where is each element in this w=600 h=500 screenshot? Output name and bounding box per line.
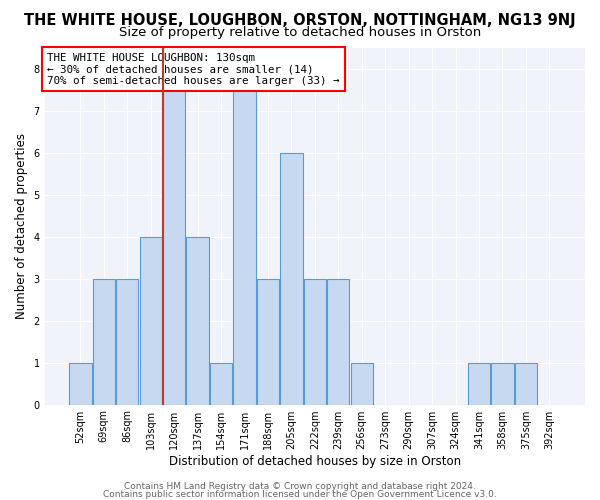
Bar	[163, 68, 185, 404]
Bar	[468, 362, 490, 405]
Bar	[187, 236, 209, 404]
Text: THE WHITE HOUSE LOUGHBON: 130sqm
← 30% of detached houses are smaller (14)
70% o: THE WHITE HOUSE LOUGHBON: 130sqm ← 30% o…	[47, 53, 340, 86]
Bar	[140, 236, 162, 404]
Bar	[257, 278, 279, 404]
Bar	[280, 152, 302, 404]
Text: Contains HM Land Registry data © Crown copyright and database right 2024.: Contains HM Land Registry data © Crown c…	[124, 482, 476, 491]
Bar	[233, 68, 256, 404]
Bar	[515, 362, 537, 405]
Bar	[327, 278, 349, 404]
Bar	[304, 278, 326, 404]
Bar	[350, 362, 373, 405]
Bar	[210, 362, 232, 405]
Text: THE WHITE HOUSE, LOUGHBON, ORSTON, NOTTINGHAM, NG13 9NJ: THE WHITE HOUSE, LOUGHBON, ORSTON, NOTTI…	[24, 12, 576, 28]
Y-axis label: Number of detached properties: Number of detached properties	[15, 133, 28, 319]
Bar	[116, 278, 139, 404]
Text: Contains public sector information licensed under the Open Government Licence v3: Contains public sector information licen…	[103, 490, 497, 499]
Bar	[491, 362, 514, 405]
Bar	[92, 278, 115, 404]
X-axis label: Distribution of detached houses by size in Orston: Distribution of detached houses by size …	[169, 454, 461, 468]
Text: Size of property relative to detached houses in Orston: Size of property relative to detached ho…	[119, 26, 481, 39]
Bar	[69, 362, 92, 405]
